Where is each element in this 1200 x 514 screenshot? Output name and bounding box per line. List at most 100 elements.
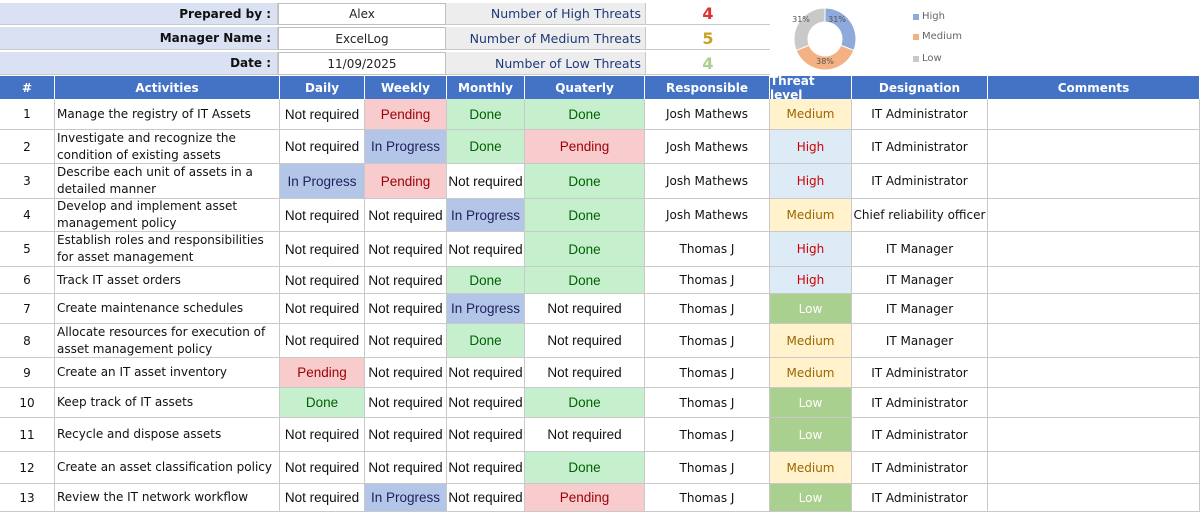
col-header-designation[interactable]: Designation [852,76,988,99]
quarterly-status[interactable]: Done [525,164,645,199]
responsible-cell[interactable]: Thomas J [645,324,770,358]
responsible-cell[interactable]: Thomas J [645,358,770,388]
daily-status[interactable]: Not required [280,294,365,324]
monthly-status[interactable]: Done [447,324,525,358]
quarterly-status[interactable]: Pending [525,130,645,164]
activity-cell[interactable]: Review the IT network workflow [55,484,280,512]
manager-name-field[interactable]: ExcelLog [278,27,446,50]
threat-level-cell[interactable]: Medium [770,452,852,484]
row-number[interactable]: 13 [0,484,55,512]
high-threats-count[interactable]: 4 [646,3,770,25]
date-field[interactable]: 11/09/2025 [278,52,446,75]
threat-level-cell[interactable]: Medium [770,99,852,130]
activity-cell[interactable]: Create an IT asset inventory [55,358,280,388]
row-number[interactable]: 8 [0,324,55,358]
daily-status[interactable]: Not required [280,324,365,358]
responsible-cell[interactable]: Thomas J [645,267,770,294]
monthly-status[interactable]: Not required [447,164,525,199]
row-number[interactable]: 10 [0,388,55,418]
weekly-status[interactable]: Pending [365,99,447,130]
activity-cell[interactable]: Establish roles and responsibilities for… [55,232,280,267]
responsible-cell[interactable]: Thomas J [645,388,770,418]
threat-doughnut-chart[interactable]: 31% 38% 31% [785,6,865,72]
monthly-status[interactable]: In Progress [447,199,525,232]
row-number[interactable]: 4 [0,199,55,232]
threat-level-cell[interactable]: High [770,130,852,164]
quarterly-status[interactable]: Done [525,267,645,294]
comments-cell[interactable] [988,484,1200,512]
monthly-status[interactable]: Not required [447,232,525,267]
daily-status[interactable]: Not required [280,130,365,164]
designation-cell[interactable]: IT Manager [852,232,988,267]
quarterly-status[interactable]: Done [525,452,645,484]
col-header-daily[interactable]: Daily [280,76,365,99]
quarterly-status[interactable]: Pending [525,484,645,512]
activity-cell[interactable]: Investigate and recognize the condition … [55,130,280,164]
designation-cell[interactable]: IT Manager [852,324,988,358]
activity-cell[interactable]: Keep track of IT assets [55,388,280,418]
monthly-status[interactable]: Done [447,267,525,294]
row-number[interactable]: 5 [0,232,55,267]
activity-cell[interactable]: Describe each unit of assets in a detail… [55,164,280,199]
daily-status[interactable]: Not required [280,484,365,512]
designation-cell[interactable]: IT Administrator [852,358,988,388]
col-header-activities[interactable]: Activities [55,76,280,99]
responsible-cell[interactable]: Thomas J [645,452,770,484]
activity-cell[interactable]: Manage the registry of IT Assets [55,99,280,130]
monthly-status[interactable]: Not required [447,452,525,484]
threat-level-cell[interactable]: High [770,267,852,294]
col-header-threat-level[interactable]: Threat level [770,74,852,102]
threat-level-cell[interactable]: Low [770,418,852,452]
designation-cell[interactable]: Chief reliability officer [852,199,988,232]
responsible-cell[interactable]: Josh Mathews [645,130,770,164]
activity-cell[interactable]: Recycle and dispose assets [55,418,280,452]
activity-cell[interactable]: Create an asset classification policy [55,452,280,484]
designation-cell[interactable]: IT Administrator [852,484,988,512]
responsible-cell[interactable]: Thomas J [645,484,770,512]
designation-cell[interactable]: IT Administrator [852,452,988,484]
weekly-status[interactable]: Not required [365,294,447,324]
quarterly-status[interactable]: Done [525,388,645,418]
monthly-status[interactable]: Not required [447,358,525,388]
row-number[interactable]: 1 [0,99,55,130]
row-number[interactable]: 11 [0,418,55,452]
weekly-status[interactable]: In Progress [365,484,447,512]
monthly-status[interactable]: Not required [447,484,525,512]
threat-level-cell[interactable]: Medium [770,199,852,232]
activity-cell[interactable]: Allocate resources for execution of asse… [55,324,280,358]
daily-status[interactable]: Not required [280,199,365,232]
prepared-by-field[interactable]: Alex [278,3,446,25]
activity-cell[interactable]: Create maintenance schedules [55,294,280,324]
weekly-status[interactable]: Not required [365,418,447,452]
monthly-status[interactable]: Not required [447,418,525,452]
daily-status[interactable]: Not required [280,418,365,452]
designation-cell[interactable]: IT Administrator [852,164,988,199]
weekly-status[interactable]: Not required [365,358,447,388]
threat-level-cell[interactable]: High [770,164,852,199]
weekly-status[interactable]: In Progress [365,130,447,164]
activity-cell[interactable]: Develop and implement asset management p… [55,199,280,232]
comments-cell[interactable] [988,99,1200,130]
responsible-cell[interactable]: Thomas J [645,294,770,324]
weekly-status[interactable]: Not required [365,267,447,294]
comments-cell[interactable] [988,294,1200,324]
designation-cell[interactable]: IT Manager [852,294,988,324]
threat-level-cell[interactable]: Medium [770,358,852,388]
monthly-status[interactable]: Done [447,130,525,164]
activity-cell[interactable]: Track IT asset orders [55,267,280,294]
responsible-cell[interactable]: Josh Mathews [645,199,770,232]
daily-status[interactable]: Done [280,388,365,418]
row-number[interactable]: 12 [0,452,55,484]
threat-level-cell[interactable]: High [770,232,852,267]
comments-cell[interactable] [988,232,1200,267]
quarterly-status[interactable]: Not required [525,358,645,388]
threat-level-cell[interactable]: Low [770,388,852,418]
quarterly-status[interactable]: Done [525,99,645,130]
comments-cell[interactable] [988,324,1200,358]
responsible-cell[interactable]: Thomas J [645,232,770,267]
col-header-comments[interactable]: Comments [988,76,1200,99]
quarterly-status[interactable]: Not required [525,324,645,358]
row-number[interactable]: 7 [0,294,55,324]
designation-cell[interactable]: IT Administrator [852,418,988,452]
comments-cell[interactable] [988,358,1200,388]
